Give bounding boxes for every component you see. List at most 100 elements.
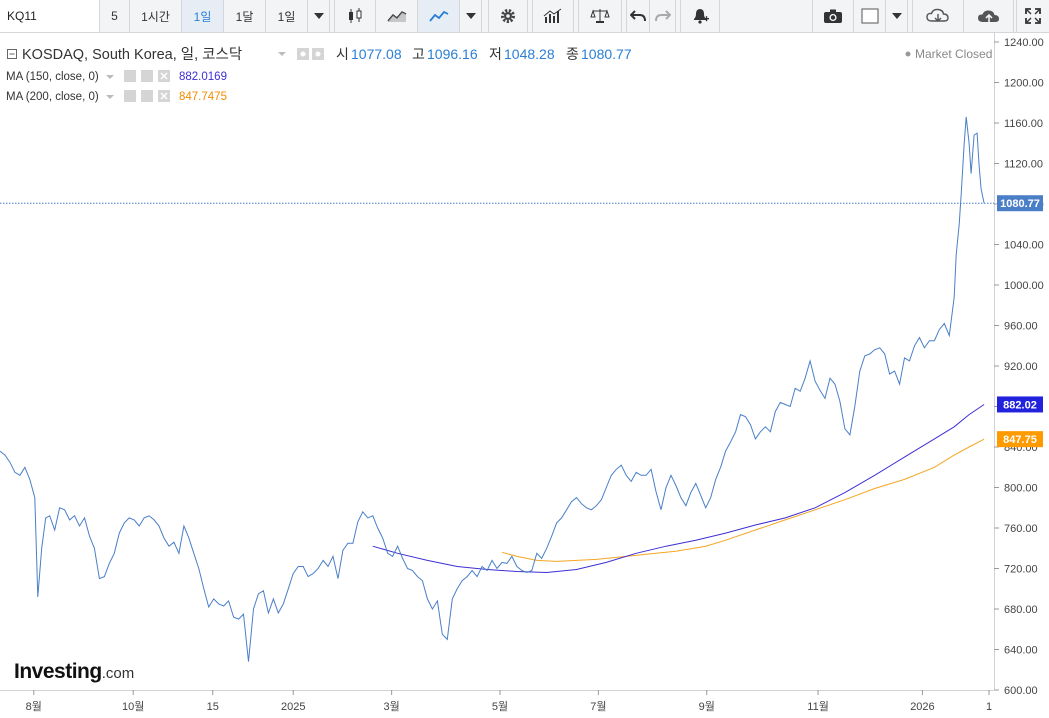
line-style-button[interactable] bbox=[418, 0, 460, 32]
ma200-gear-icon[interactable] bbox=[141, 90, 153, 102]
interval-label: 1일 bbox=[277, 9, 296, 24]
price-tick-label: 1000.00 bbox=[1004, 280, 1044, 292]
market-status: Market Closed bbox=[915, 47, 992, 61]
ma200-eye-icon[interactable] bbox=[124, 90, 136, 102]
price-tick-label: 680.00 bbox=[1004, 604, 1038, 616]
symbol-search-input[interactable] bbox=[0, 0, 100, 32]
price-tick-label: 1120.00 bbox=[1004, 159, 1043, 171]
instrument-title: KOSDAQ, South Korea, 일, 코스닥 bbox=[22, 46, 242, 63]
price-tick-label: 1240.00 bbox=[1004, 37, 1044, 49]
price-tick-label: 800.00 bbox=[1004, 483, 1038, 495]
fullscreen-button[interactable] bbox=[1016, 0, 1049, 32]
price-tick-label: 760.00 bbox=[1004, 523, 1038, 535]
candles-style-button[interactable] bbox=[334, 0, 376, 32]
area-style-button[interactable] bbox=[376, 0, 418, 32]
chart-toolbar: 5 1시간 1일 1달 1일 bbox=[0, 0, 1049, 33]
low-value: 1048.28 bbox=[504, 46, 555, 62]
scale-balance-icon bbox=[590, 9, 610, 23]
ma200-price-tag-bg bbox=[997, 431, 1043, 448]
price-tick-label: 920.00 bbox=[1004, 361, 1038, 373]
investing-logo: Investing.com bbox=[14, 660, 134, 684]
interval-label: 1일 bbox=[193, 9, 212, 24]
price-tick-label: 1040.00 bbox=[1004, 240, 1044, 252]
time-tick-label: 10월 bbox=[122, 700, 144, 713]
time-tick-label: 3월 bbox=[384, 700, 400, 713]
price-tick-label: 720.00 bbox=[1004, 564, 1038, 576]
interval-1d-button[interactable]: 1일 bbox=[182, 0, 224, 32]
current-price-tag-bg bbox=[997, 195, 1043, 212]
candlestick-icon bbox=[349, 8, 362, 23]
close-value: 1080.77 bbox=[581, 46, 632, 62]
current-price-tag: 1080.77 bbox=[1000, 198, 1040, 210]
interval-5-button[interactable]: 5 bbox=[100, 0, 130, 32]
style-chevron-button[interactable] bbox=[460, 0, 482, 32]
cloud-upload-icon bbox=[977, 10, 999, 22]
interval-1h-button[interactable]: 1시간 bbox=[130, 0, 182, 32]
ma150-gear-icon[interactable] bbox=[141, 70, 153, 82]
price-tick-label: 1200.00 bbox=[1004, 78, 1044, 90]
layout-chevron-button[interactable] bbox=[886, 0, 908, 32]
redo-button[interactable] bbox=[650, 0, 676, 32]
indicators-button[interactable] bbox=[532, 0, 574, 32]
interval-chevron-button[interactable] bbox=[308, 0, 330, 32]
high-value: 1096.16 bbox=[427, 46, 478, 62]
save-layout-button[interactable] bbox=[964, 0, 1014, 32]
open-value: 1077.08 bbox=[351, 46, 402, 62]
ma150-price-tag-bg bbox=[997, 396, 1043, 413]
interval-label: 1달 bbox=[235, 9, 254, 24]
area-chart-icon bbox=[386, 11, 406, 22]
time-axis[interactable]: 8월 10월 15 2025 3월 5월 7월 9월 11월 2026 1 bbox=[26, 690, 992, 713]
time-tick-label: 15 bbox=[207, 701, 219, 713]
close-x-glyph bbox=[160, 92, 168, 100]
ma150-series-line[interactable] bbox=[372, 404, 985, 574]
open-label: 시 bbox=[336, 46, 349, 62]
price-tick-label: 1160.00 bbox=[1004, 118, 1043, 130]
fullscreen-icon bbox=[1025, 8, 1041, 24]
time-tick-label: 7월 bbox=[590, 700, 606, 713]
collapse-legend-icon[interactable] bbox=[7, 49, 17, 59]
time-tick-label: 5월 bbox=[492, 700, 508, 713]
market-status-dot-icon bbox=[905, 51, 911, 57]
logo-suffix: .com bbox=[101, 665, 135, 682]
alert-button[interactable] bbox=[680, 0, 720, 32]
chevron-down-icon bbox=[891, 13, 902, 19]
undo-button[interactable] bbox=[626, 0, 650, 32]
time-tick-label: 11월 bbox=[807, 700, 829, 713]
logo-name: Investing bbox=[14, 660, 102, 683]
chevron-down-icon bbox=[313, 13, 324, 19]
load-layout-button[interactable] bbox=[912, 0, 964, 32]
price-chart[interactable]: 600.00640.00680.00720.00760.00800.00840.… bbox=[0, 33, 1049, 718]
gear-icon bbox=[501, 9, 515, 23]
ma200-chevron-down-icon[interactable] bbox=[106, 95, 114, 99]
settings-button[interactable] bbox=[488, 0, 528, 32]
time-tick-label: 8월 bbox=[26, 700, 42, 713]
ma200-series-line[interactable] bbox=[501, 438, 985, 562]
eye-pupil bbox=[300, 51, 306, 57]
price-axis[interactable]: 600.00640.00680.00720.00760.00800.00840.… bbox=[994, 37, 1044, 697]
ma150-eye-icon[interactable] bbox=[124, 70, 136, 82]
low-label: 저 bbox=[489, 46, 502, 62]
close-label: 종 bbox=[566, 46, 579, 62]
layout-button[interactable] bbox=[854, 0, 886, 32]
cloud-download-icon bbox=[926, 8, 949, 22]
layout-square-icon bbox=[861, 8, 878, 24]
price-tick-label: 640.00 bbox=[1004, 645, 1038, 657]
chevron-down-icon bbox=[465, 13, 476, 19]
camera-icon bbox=[824, 9, 842, 23]
ma150-price-tag: 882.02 bbox=[1003, 399, 1037, 411]
time-tick-label: 1 bbox=[986, 701, 992, 713]
title-chevron-down-icon[interactable] bbox=[278, 52, 286, 56]
price-series-line[interactable] bbox=[0, 116, 985, 662]
ma150-chevron-down-icon[interactable] bbox=[106, 75, 114, 79]
ma200-price-tag: 847.75 bbox=[1003, 434, 1037, 446]
interval-dropdown-button[interactable]: 1일 bbox=[266, 0, 308, 32]
screenshot-button[interactable] bbox=[812, 0, 854, 32]
undo-arrow-icon bbox=[630, 10, 646, 22]
compare-button[interactable] bbox=[578, 0, 622, 32]
line-chart-icon bbox=[428, 10, 448, 22]
interval-1m-button[interactable]: 1달 bbox=[224, 0, 266, 32]
close-x-glyph bbox=[160, 72, 168, 80]
time-tick-label: 2025 bbox=[281, 701, 305, 713]
ma150-legend-value: 882.0169 bbox=[179, 71, 227, 83]
time-tick-label: 2026 bbox=[910, 701, 934, 713]
